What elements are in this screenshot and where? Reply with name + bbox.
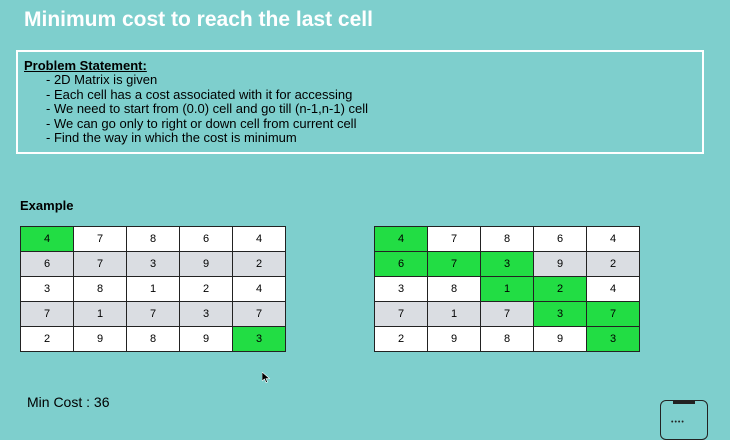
min-cost-label: Min Cost : 36	[27, 394, 110, 410]
matrix-cell: 7	[20, 301, 74, 327]
matrix-cell: 7	[427, 226, 481, 252]
matrix-cell: 6	[374, 251, 428, 277]
mouse-cursor-icon	[261, 370, 271, 388]
tablet-icon: ••••	[660, 400, 708, 440]
problem-statement-box: Problem Statement: 2D Matrix is given Ea…	[16, 50, 704, 154]
matrix-cell: 8	[480, 326, 534, 352]
slide-title: Minimum cost to reach the last cell	[24, 8, 373, 31]
matrix-cell: 3	[179, 301, 233, 327]
matrix-cell: 2	[374, 326, 428, 352]
matrix-cell: 7	[374, 301, 428, 327]
matrix-cell: 2	[179, 276, 233, 302]
matrix-cell: 7	[586, 301, 640, 327]
tablet-dots: ••••	[671, 419, 685, 426]
problem-list: 2D Matrix is given Each cell has a cost …	[24, 72, 702, 146]
matrix-cell: 8	[427, 276, 481, 302]
matrix-cell: 3	[533, 301, 587, 327]
matrix-cell: 3	[232, 326, 286, 352]
matrix-cell: 3	[586, 326, 640, 352]
matrix-cell: 8	[126, 226, 180, 252]
example-label: Example	[20, 198, 74, 213]
matrix-cell: 6	[20, 251, 74, 277]
matrix-cell: 1	[126, 276, 180, 302]
matrix-cell: 9	[179, 251, 233, 277]
problem-item: Find the way in which the cost is minimu…	[46, 131, 702, 146]
matrix-cell: 9	[533, 251, 587, 277]
matrix-cell: 4	[586, 226, 640, 252]
matrix-cell: 9	[179, 326, 233, 352]
matrix-cell: 4	[232, 276, 286, 302]
tablet-top-bar	[673, 401, 695, 404]
matrix-cell: 4	[20, 226, 74, 252]
cost-matrix: 4 7 8 6 4 6 7 3 9 2 3 8 1 2 4 7 1 7 3 7 …	[20, 226, 286, 352]
matrix-cell: 7	[480, 301, 534, 327]
matrix-cell: 6	[533, 226, 587, 252]
matrix-cell: 7	[232, 301, 286, 327]
matrix-cell: 1	[480, 276, 534, 302]
matrix-cell: 2	[20, 326, 74, 352]
matrix-cell: 1	[427, 301, 481, 327]
matrix-cell: 9	[533, 326, 587, 352]
matrix-cell: 2	[586, 251, 640, 277]
problem-heading: Problem Statement:	[24, 58, 147, 73]
problem-item: Each cell has a cost associated with it …	[46, 87, 702, 103]
matrix-cell: 2	[232, 251, 286, 277]
matrix-cell: 3	[126, 251, 180, 277]
matrix-cell: 3	[374, 276, 428, 302]
matrix-cell: 3	[20, 276, 74, 302]
matrix-cell: 9	[427, 326, 481, 352]
matrix-cell: 7	[73, 251, 127, 277]
problem-item: We need to start from (0.0) cell and go …	[46, 102, 702, 117]
matrix-cell: 7	[126, 301, 180, 327]
min-path-matrix: 4 7 8 6 4 6 7 3 9 2 3 8 1 2 4 7 1 7 3 7 …	[374, 226, 640, 352]
matrix-cell: 9	[73, 326, 127, 352]
matrix-cell: 4	[232, 226, 286, 252]
matrix-cell: 7	[73, 226, 127, 252]
problem-item: We can go only to right or down cell fro…	[46, 116, 702, 132]
matrix-cell: 3	[480, 251, 534, 277]
matrix-cell: 2	[533, 276, 587, 302]
matrix-cell: 4	[374, 226, 428, 252]
problem-item: 2D Matrix is given	[46, 72, 702, 88]
matrix-cell: 7	[427, 251, 481, 277]
matrix-cell: 6	[179, 226, 233, 252]
matrix-cell: 1	[73, 301, 127, 327]
matrix-cell: 8	[480, 226, 534, 252]
matrix-cell: 8	[126, 326, 180, 352]
matrix-cell: 4	[586, 276, 640, 302]
matrix-cell: 8	[73, 276, 127, 302]
